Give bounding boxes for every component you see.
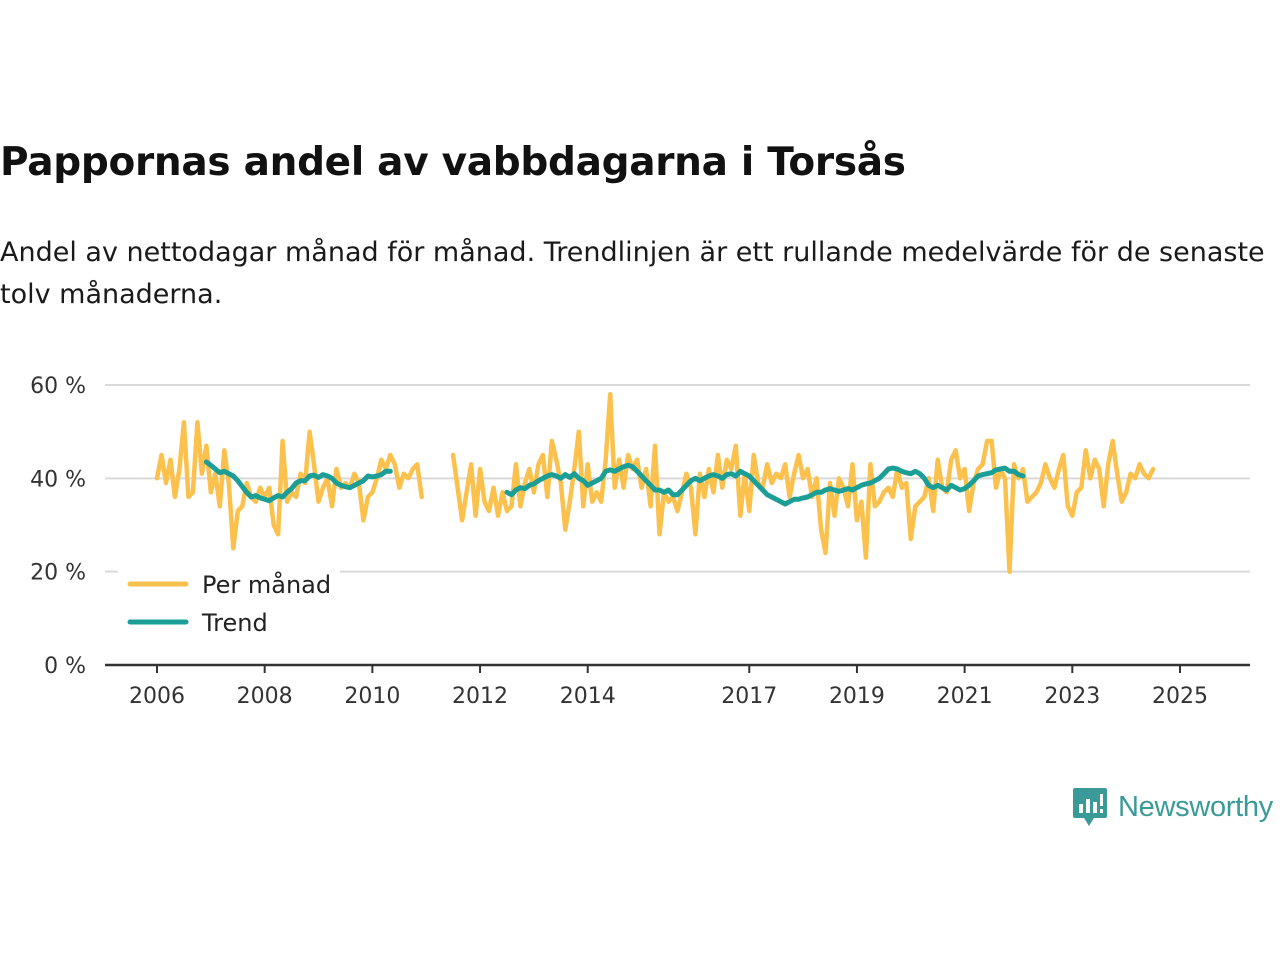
series-line-monthly-segment-1 xyxy=(154,420,424,551)
newsworthy-logo: Newsworthy xyxy=(1072,786,1273,828)
x-axis: 2006 2008 2010 2012 2014 2017 2019 2021 2023 2025 xyxy=(105,663,1250,709)
y-axis-ticks: 0 % 20 % 40 % 60 % xyxy=(30,374,86,679)
x-tick-label-2010: 2010 xyxy=(344,684,400,709)
x-tick-label-2006: 2006 xyxy=(129,684,185,709)
y-tick-label-20: 20 % xyxy=(30,561,86,586)
newsworthy-logo-text: Newsworthy xyxy=(1118,790,1273,823)
gridlines xyxy=(105,384,1250,573)
x-tick-label-2014: 2014 xyxy=(560,684,616,709)
legend-background xyxy=(118,563,340,643)
x-tick-label-2021: 2021 xyxy=(937,684,993,709)
x-tick-label-2023: 2023 xyxy=(1044,684,1100,709)
legend: Per månad Trend xyxy=(118,563,340,643)
series-line-trend-segment-1 xyxy=(203,459,393,504)
chart-title: Pappornas andel av vabbdagarna i Torsås xyxy=(0,140,906,185)
legend-label-trend: Trend xyxy=(201,609,268,637)
series-line-monthly-segment-2 xyxy=(450,392,1156,574)
series-layer xyxy=(154,392,1156,574)
series-line-trend-segment-2 xyxy=(504,462,1026,507)
y-tick-label-0: 0 % xyxy=(44,654,86,679)
x-tick-label-2025: 2025 xyxy=(1152,684,1208,709)
x-tick-label-2008: 2008 xyxy=(237,684,293,709)
y-tick-label-40: 40 % xyxy=(30,467,86,492)
legend-label-monthly: Per månad xyxy=(202,570,331,599)
x-tick-label-2019: 2019 xyxy=(829,684,885,709)
x-tick-label-2017: 2017 xyxy=(721,684,777,709)
chart-subtitle: Andel av nettodagar månad för månad. Tre… xyxy=(0,237,1265,310)
y-tick-label-60: 60 % xyxy=(30,374,86,399)
newsworthy-logo-icon xyxy=(1073,788,1107,826)
x-tick-label-2012: 2012 xyxy=(452,684,508,709)
